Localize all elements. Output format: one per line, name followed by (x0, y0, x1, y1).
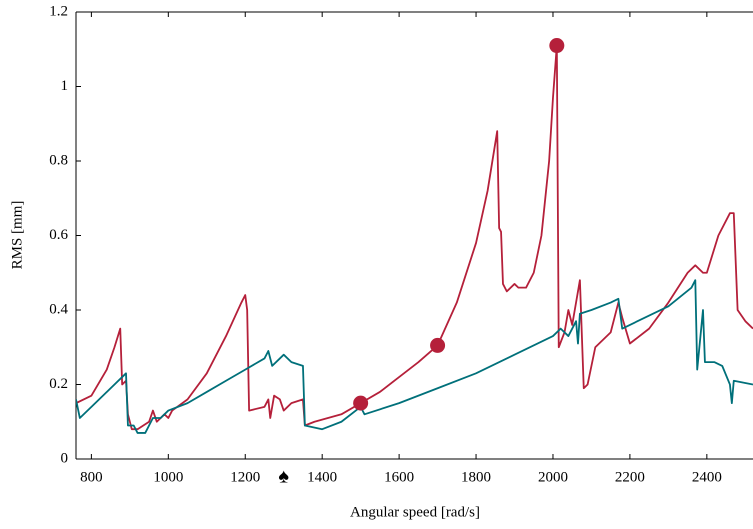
x-tick-label: 2400 (692, 469, 722, 485)
y-tick-label: 0 (61, 450, 69, 466)
x-tick-label: 1400 (307, 469, 337, 485)
x-tick-label: 1600 (384, 469, 414, 485)
series-line (76, 44, 753, 431)
y-tick-label: 0.2 (49, 376, 68, 392)
x-tick-label: 1000 (153, 469, 183, 485)
y-tick-label: 1.2 (49, 3, 68, 19)
y-tick-label: 0.4 (49, 301, 68, 317)
y-axis-label: RMS [mm] (9, 201, 25, 270)
x-tick-label: 1800 (461, 469, 491, 485)
plot-area (76, 38, 753, 434)
annotation: ♠ (278, 466, 289, 488)
frame (75, 11, 753, 460)
y-tick-label: 0.6 (49, 227, 68, 243)
x-axis-label: Angular speed [rad/s] (350, 504, 480, 520)
x-tick-label: 1200 (230, 469, 260, 485)
marker (430, 337, 446, 353)
marker (353, 395, 369, 411)
y-tick-label: 1 (61, 78, 69, 94)
marker (549, 38, 565, 54)
x-tick-label: 2000 (538, 469, 568, 485)
y-tick-label: 0.8 (49, 152, 68, 168)
series-line (76, 279, 753, 434)
x-tick-label: 800 (80, 469, 103, 485)
x-tick-label: 2200 (615, 469, 645, 485)
